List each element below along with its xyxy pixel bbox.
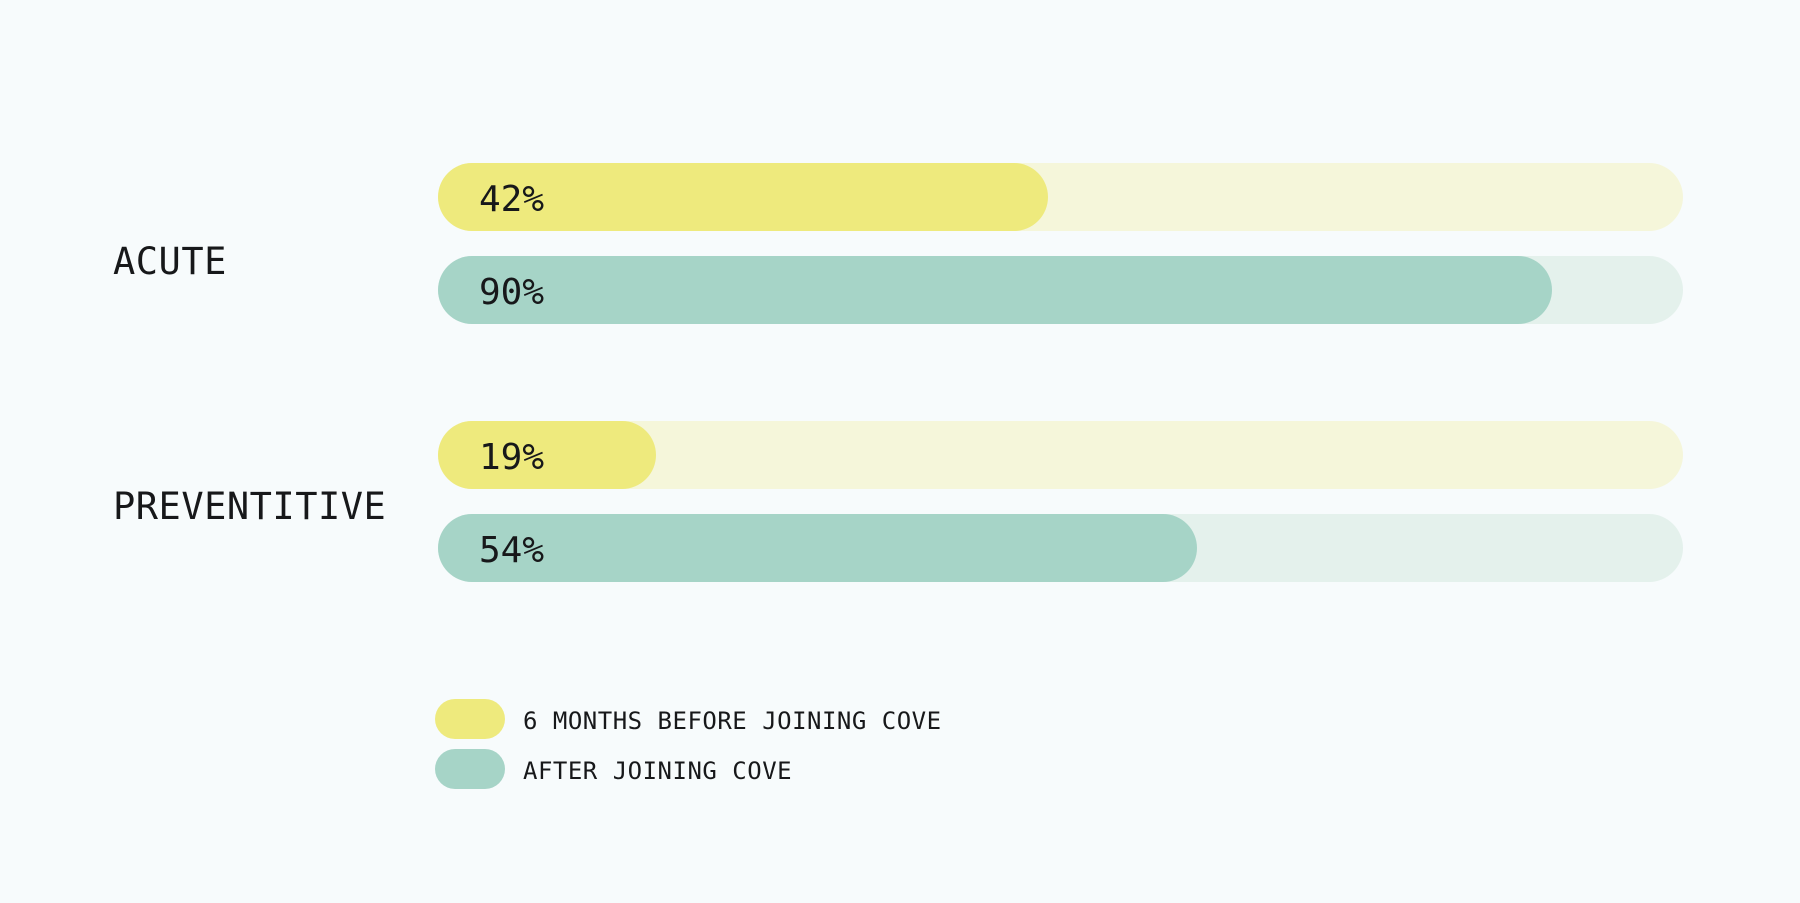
category-label-acute: ACUTE [113, 240, 227, 283]
bar-track-preventitive-after: 54% [438, 514, 1683, 582]
bar-track-preventitive-before: 19% [438, 421, 1683, 489]
legend-swatch-after-icon [435, 749, 505, 789]
legend-swatch-before-icon [435, 699, 505, 739]
bar-value-label: 90% [479, 271, 545, 313]
bar-fill-acute-after: 90% [438, 256, 1553, 324]
bar-value-label: 54% [479, 529, 545, 571]
legend-item-after: AFTER JOINING COVE [435, 749, 942, 789]
category-label-preventitive: PREVENTITIVE [113, 485, 387, 528]
bar-fill-preventitive-after: 54% [438, 514, 1198, 582]
legend-item-before: 6 MONTHS BEFORE JOINING COVE [435, 699, 942, 739]
bar-value-label: 42% [479, 178, 545, 220]
bar-value-label: 19% [479, 436, 545, 478]
legend-label-before: 6 MONTHS BEFORE JOINING COVE [523, 706, 942, 735]
bar-track-acute-after: 90% [438, 256, 1683, 324]
legend-label-after: AFTER JOINING COVE [523, 756, 793, 785]
bar-fill-acute-before: 42% [438, 163, 1049, 231]
bar-fill-preventitive-before: 19% [438, 421, 656, 489]
bar-track-acute-before: 42% [438, 163, 1683, 231]
legend: 6 MONTHS BEFORE JOINING COVE AFTER JOINI… [435, 699, 942, 799]
